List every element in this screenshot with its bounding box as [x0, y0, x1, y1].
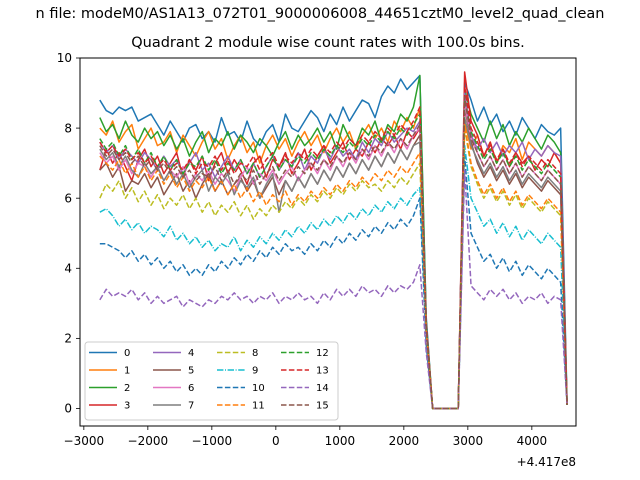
x-tick-label: 0	[272, 434, 280, 448]
series-line-3	[99, 71, 568, 410]
y-tick-label: 0	[64, 402, 72, 416]
legend-label-4: 4	[188, 348, 194, 359]
legend-label-12: 12	[316, 348, 329, 359]
figure-suptitle: n file: modeM0/AS1A13_072T01_9000006008_…	[35, 6, 605, 22]
y-tick-label: 2	[64, 332, 72, 346]
series-layer	[99, 71, 568, 410]
legend-label-11: 11	[252, 401, 265, 412]
x-tick-label: 1000	[325, 434, 356, 448]
series-line-15	[99, 95, 568, 410]
legend-label-1: 1	[124, 366, 130, 377]
series-line-11	[99, 123, 568, 410]
legend-label-9: 9	[252, 366, 258, 377]
x-tick-label: 2000	[389, 434, 420, 448]
x-tick-label: −2000	[128, 434, 169, 448]
y-tick-label: 8	[64, 121, 72, 135]
series-line-13	[99, 85, 568, 410]
series-line-7	[99, 116, 568, 410]
x-tick-label: 3000	[453, 434, 484, 448]
y-tick-label: 6	[64, 191, 72, 205]
y-tick-label: 10	[57, 51, 72, 65]
legend-box	[84, 341, 339, 421]
legend-label-7: 7	[188, 401, 194, 412]
legend-label-10: 10	[252, 383, 265, 394]
legend-label-15: 15	[316, 401, 329, 412]
legend-label-0: 0	[124, 348, 130, 359]
y-axis: 0 2 4 6 8 10	[57, 51, 80, 416]
series-line-8	[99, 127, 568, 410]
series-line-14	[99, 169, 568, 410]
x-tick-label: 4000	[517, 434, 548, 448]
series-line-10	[99, 155, 568, 410]
legend-label-13: 13	[316, 366, 329, 377]
series-line-2	[99, 74, 568, 410]
legend-label-2: 2	[124, 383, 130, 394]
x-offset-label: +4.417e8	[517, 455, 576, 469]
chart-title: Quadrant 2 module wise count rates with …	[131, 35, 525, 51]
series-line-0	[99, 74, 568, 410]
x-tick-label: −3000	[64, 434, 105, 448]
x-tick-label: −1000	[192, 434, 233, 448]
legend-label-3: 3	[124, 401, 130, 412]
axes-frame	[79, 57, 577, 427]
legend-label-6: 6	[188, 383, 194, 394]
series-line-9	[99, 144, 568, 410]
x-axis: −3000 −2000 −1000 0 1000 2000 3000 4000	[64, 426, 548, 448]
series-line-12	[99, 99, 568, 410]
y-tick-label: 4	[64, 261, 72, 275]
legend-label-5: 5	[188, 366, 194, 377]
legend-label-8: 8	[252, 348, 258, 359]
legend-label-14: 14	[316, 383, 329, 394]
